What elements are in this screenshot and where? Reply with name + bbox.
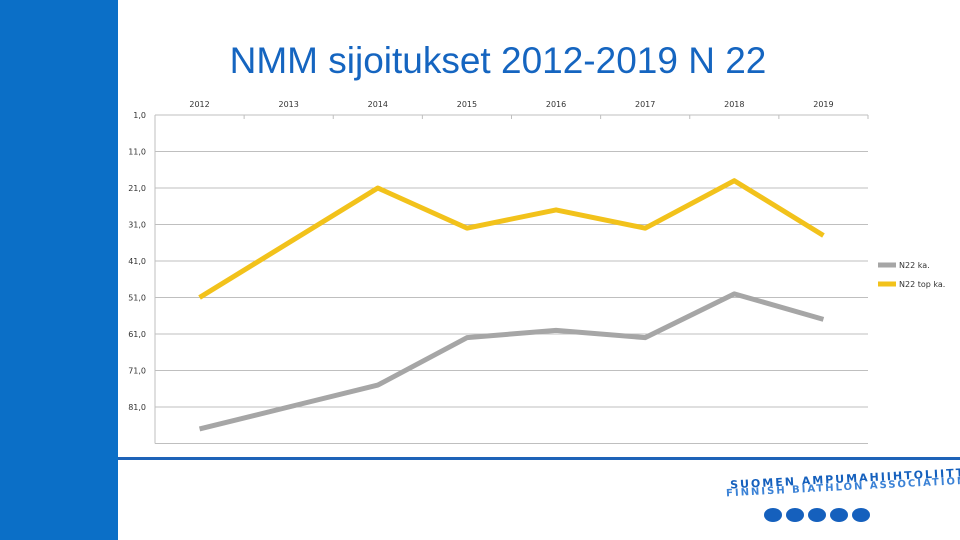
logo-dots — [764, 508, 870, 522]
x-tick-label: 2018 — [724, 100, 744, 109]
y-tick-label: 71,0 — [128, 367, 146, 376]
series-line-n22-ka — [198, 291, 825, 432]
y-tick-label: 51,0 — [128, 294, 146, 303]
y-tick-label: 61,0 — [128, 330, 146, 339]
x-tick-label: 2016 — [546, 100, 566, 109]
logo-dot — [786, 508, 804, 522]
logo-dot — [830, 508, 848, 522]
logo-dot — [808, 508, 826, 522]
x-tick-label: 2012 — [189, 100, 209, 109]
y-tick-label: 1,0 — [133, 111, 146, 120]
y-tick-label: 31,0 — [128, 221, 146, 230]
y-tick-label: 21,0 — [128, 184, 146, 193]
x-tick-label: 2015 — [457, 100, 477, 109]
legend-label: N22 ka. — [899, 261, 930, 270]
y-tick-label: 11,0 — [128, 148, 146, 157]
slide-title: NMM sijoitukset 2012-2019 N 22 — [229, 40, 767, 81]
sidebar-panel — [0, 0, 118, 540]
x-tick-label: 2019 — [813, 100, 833, 109]
x-tick-label: 2017 — [635, 100, 655, 109]
logo-dot — [764, 508, 782, 522]
series-line-n22-top-ka — [198, 178, 825, 300]
y-tick-label: 81,0 — [128, 403, 146, 412]
legend-label: N22 top ka. — [899, 280, 945, 289]
x-tick-label: 2013 — [279, 100, 299, 109]
association-logo: SUOMEN AMPUMAHIIHTOLIITTO FINNISH BIATHL… — [722, 466, 960, 526]
logo-dot — [852, 508, 870, 522]
y-tick-label: 41,0 — [128, 257, 146, 266]
x-tick-label: 2014 — [368, 100, 388, 109]
footer-rule — [118, 457, 960, 460]
